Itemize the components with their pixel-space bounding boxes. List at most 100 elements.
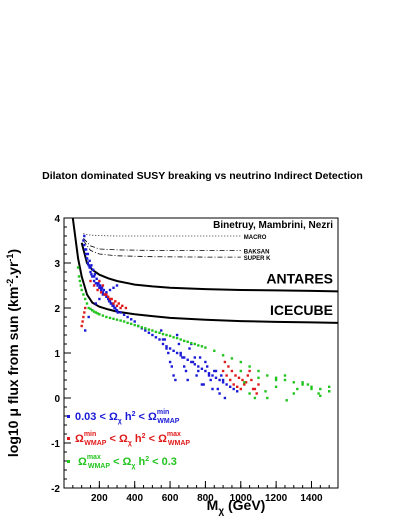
data-point [274,376,278,379]
y-tick-label: 4 [54,214,60,225]
data-point [151,333,154,337]
data-point [85,302,89,305]
data-point [110,297,113,301]
data-point [186,340,189,343]
data-point [229,385,232,388]
data-point [101,314,105,317]
data-point [95,277,98,280]
data-point [319,387,322,391]
legend-marker-green [67,460,70,463]
data-point [221,369,225,373]
data-point [172,349,175,352]
data-point [193,363,196,366]
data-point [168,334,172,338]
data-point [207,372,211,375]
data-point [101,291,105,294]
data-point [88,259,91,262]
y-tick-label: -1 [51,439,60,450]
data-point [175,333,179,337]
data-point [218,378,221,382]
data-point [202,383,205,386]
data-point [96,284,99,287]
data-point [102,288,105,292]
data-point [283,378,287,382]
data-point [211,374,214,377]
data-point [197,369,200,373]
data-point [191,360,195,364]
legend-entry-blue: 0.03 < Ωχ h2 < Ωmin WMAP [67,409,180,425]
data-point [301,383,304,386]
data-point [115,318,119,321]
data-point [99,286,103,289]
data-point [251,387,255,391]
x-axis-label: Mχ (GeV) [207,497,266,517]
plot-frame [63,217,339,489]
data-point [158,331,161,334]
data-point [214,369,218,373]
data-point [207,374,211,377]
data-point [85,257,89,260]
data-point [221,378,225,382]
y-tick-label: -2 [51,484,60,495]
data-point [244,381,248,384]
data-points [76,234,331,402]
data-point [179,351,182,355]
data-point [96,288,99,292]
legend: 0.03 < Ωχ h2 < Ωmin WMAP Ωmin WMAP < Ωχ h2… [67,409,190,470]
limit-curve-label: ANTARES [266,270,333,286]
data-point [285,399,288,402]
data-point [105,293,108,296]
data-point [234,374,237,377]
data-point [230,369,234,373]
data-point [237,376,241,379]
data-point [99,284,102,287]
data-point [107,297,110,301]
legend-label-red: Ωmin WMAP < Ωχ h2 < Ωmax WMAP [75,431,190,447]
x-tick-label: 800 [197,493,214,504]
data-point [82,239,85,242]
data-point [193,342,196,346]
x-tick-label: 400 [126,493,143,504]
data-point [79,284,82,287]
y-tick-label: 3 [54,259,60,270]
x-tick-label: 1000 [230,493,253,504]
data-point [253,387,257,391]
legend-label-green: Ωmax WMAP < Ωχ h2 < 0.3 [78,454,177,470]
data-point [283,374,287,377]
data-point [147,328,151,331]
data-point [220,374,223,377]
data-point [144,329,147,332]
data-point [186,358,189,361]
data-point [227,365,230,368]
data-point [266,374,269,377]
data-point [94,311,97,314]
data-point [101,284,105,287]
y-axis-label: log10 μ flux from sun (km-2.yr-1) [5,249,21,457]
data-point [257,383,260,386]
data-point [89,266,92,269]
data-point [274,378,278,382]
data-point [83,234,86,238]
legend-marker-blue [67,415,70,418]
data-point [221,354,225,357]
data-point [133,323,136,327]
data-point [165,347,168,350]
data-point [115,284,119,287]
limit-curve-label: SUPER K [244,256,271,262]
data-point [257,376,260,379]
data-point [209,378,212,382]
data-point [112,317,115,320]
data-point [190,341,193,345]
data-point [86,261,90,265]
data-point [90,273,93,276]
limit-curve [83,233,241,237]
y-tick-label: 0 [54,394,60,405]
data-point [108,316,112,320]
data-point [236,390,239,393]
data-point [113,306,116,310]
data-point [99,288,103,292]
data-point [236,385,239,388]
data-point [206,365,209,368]
data-point [198,356,202,359]
data-point [124,306,128,310]
